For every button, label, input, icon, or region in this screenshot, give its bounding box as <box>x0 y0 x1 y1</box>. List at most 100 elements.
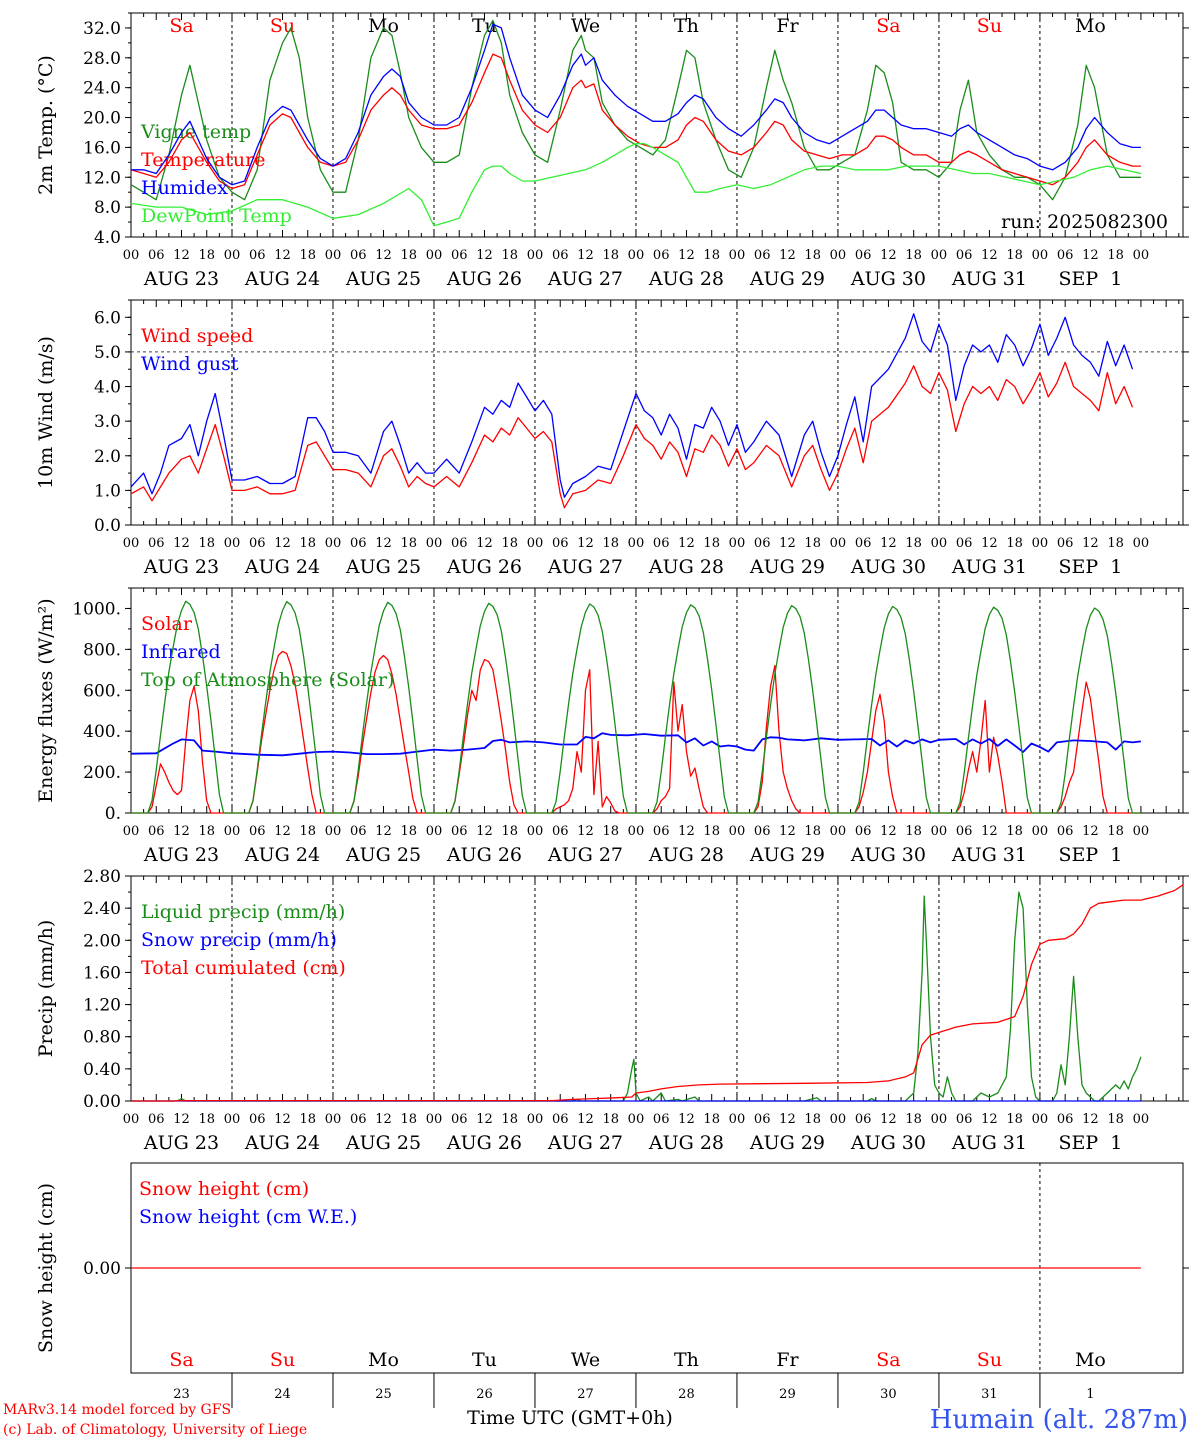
hour-label: 00 <box>325 824 342 839</box>
hour-label: 12 <box>577 824 594 839</box>
legend-entry: Vigne temp <box>140 121 251 143</box>
hour-label: 06 <box>754 824 771 839</box>
day-number-label: 1 <box>1086 1387 1094 1402</box>
hour-label: 18 <box>1107 824 1124 839</box>
hour-label: 18 <box>501 536 518 551</box>
weekday-label: Tu <box>472 15 497 37</box>
hour-label: 18 <box>602 824 619 839</box>
hour-label: 00 <box>830 1112 847 1127</box>
credit-line-lab: (c) Lab. of Climatology, University of L… <box>3 1422 307 1438</box>
series-line-green <box>130 19 1141 201</box>
date-label: AUG 29 <box>749 1132 825 1154</box>
y-tick-label: 0.40 <box>83 1060 121 1080</box>
hour-label: 06 <box>350 248 367 263</box>
hour-label: 18 <box>299 824 316 839</box>
weekday-label: Sa <box>169 15 193 37</box>
hour-label: 12 <box>577 1112 594 1127</box>
date-label: AUG 25 <box>345 268 421 290</box>
hour-label: 06 <box>956 824 973 839</box>
series-line-red <box>131 650 1141 814</box>
hour-label: 18 <box>905 824 922 839</box>
hour-label: 00 <box>830 536 847 551</box>
date-label: SEP 1 <box>1059 556 1123 578</box>
hour-label: 00 <box>931 1112 948 1127</box>
date-label: AUG 23 <box>143 844 219 866</box>
series-line-lightgreen <box>130 143 1142 227</box>
legend-entry: Wind speed <box>141 325 253 347</box>
hour-label: 06 <box>956 248 973 263</box>
legend-entry: Humidex <box>141 177 228 199</box>
hour-label: 06 <box>653 248 670 263</box>
hour-label: 00 <box>123 1112 140 1127</box>
hour-label: 00 <box>931 824 948 839</box>
weekday-label: Su <box>270 15 295 37</box>
hour-label: 00 <box>1133 248 1150 263</box>
day-number-label: 25 <box>375 1387 392 1402</box>
hour-label: 00 <box>1133 824 1150 839</box>
y-tick-label: 0. <box>105 804 121 824</box>
day-number-label: 30 <box>880 1387 897 1402</box>
hour-label: 06 <box>451 248 468 263</box>
date-label: AUG 25 <box>345 1132 421 1154</box>
hour-label: 18 <box>501 1112 518 1127</box>
hour-label: 18 <box>602 248 619 263</box>
hour-label: 12 <box>1082 248 1099 263</box>
hour-label: 18 <box>703 824 720 839</box>
date-label: AUG 23 <box>143 268 219 290</box>
hour-label: 00 <box>628 248 645 263</box>
hour-label: 00 <box>325 248 342 263</box>
y-tick-label: 1.60 <box>83 963 121 983</box>
hour-label: 06 <box>148 248 165 263</box>
date-label: AUG 26 <box>446 268 522 290</box>
series-line-blue <box>130 732 1142 757</box>
hour-label: 06 <box>855 824 872 839</box>
hour-label: 00 <box>325 536 342 551</box>
hour-label: 12 <box>375 248 392 263</box>
hour-label: 00 <box>527 824 544 839</box>
date-label: AUG 30 <box>850 844 926 866</box>
day-number-label: 24 <box>274 1387 291 1402</box>
y-tick-label: 32.0 <box>83 19 121 39</box>
series-line-red <box>130 53 1141 190</box>
hour-label: 06 <box>552 248 569 263</box>
weekday-label: Th <box>674 1349 699 1371</box>
hour-label: 12 <box>173 248 190 263</box>
y-tick-label: 20.0 <box>83 109 121 129</box>
y-axis-label: Precip (mm/h) <box>35 920 57 1058</box>
hour-label: 18 <box>1107 536 1124 551</box>
hour-label: 18 <box>703 1112 720 1127</box>
hour-label: 00 <box>426 536 443 551</box>
hour-label: 00 <box>426 1112 443 1127</box>
panel-frame <box>130 12 1184 238</box>
hour-label: 00 <box>628 536 645 551</box>
date-label: AUG 28 <box>648 844 724 866</box>
hour-label: 06 <box>754 248 771 263</box>
date-label: AUG 27 <box>547 844 623 866</box>
date-label: SEP 1 <box>1059 268 1123 290</box>
hour-label: 12 <box>981 824 998 839</box>
hour-label: 18 <box>400 536 417 551</box>
hour-label: 12 <box>779 536 796 551</box>
weekday-label: Sa <box>169 1349 193 1371</box>
hour-label: 18 <box>198 1112 215 1127</box>
date-label: AUG 25 <box>345 556 421 578</box>
hour-label: 18 <box>804 824 821 839</box>
date-label: AUG 25 <box>345 844 421 866</box>
hour-label: 06 <box>552 824 569 839</box>
hour-label: 00 <box>628 1112 645 1127</box>
hour-label: 12 <box>274 824 291 839</box>
series-line-blue <box>131 23 1141 186</box>
y-axis-label: 2m Temp. (°C) <box>35 55 57 195</box>
hour-label: 12 <box>779 824 796 839</box>
hour-label: 18 <box>1107 1112 1124 1127</box>
weekday-label: Mo <box>368 15 399 37</box>
credit-line-model: MARv3.14 model forced by GFS <box>3 1402 231 1418</box>
y-tick-label: 2.40 <box>83 899 121 919</box>
hour-label: 12 <box>678 536 695 551</box>
hour-label: 12 <box>375 1112 392 1127</box>
hour-label: 06 <box>1057 824 1074 839</box>
hour-label: 12 <box>880 824 897 839</box>
y-tick-label: 0.00 <box>83 1092 121 1112</box>
y-tick-label: 6.0 <box>94 308 121 328</box>
